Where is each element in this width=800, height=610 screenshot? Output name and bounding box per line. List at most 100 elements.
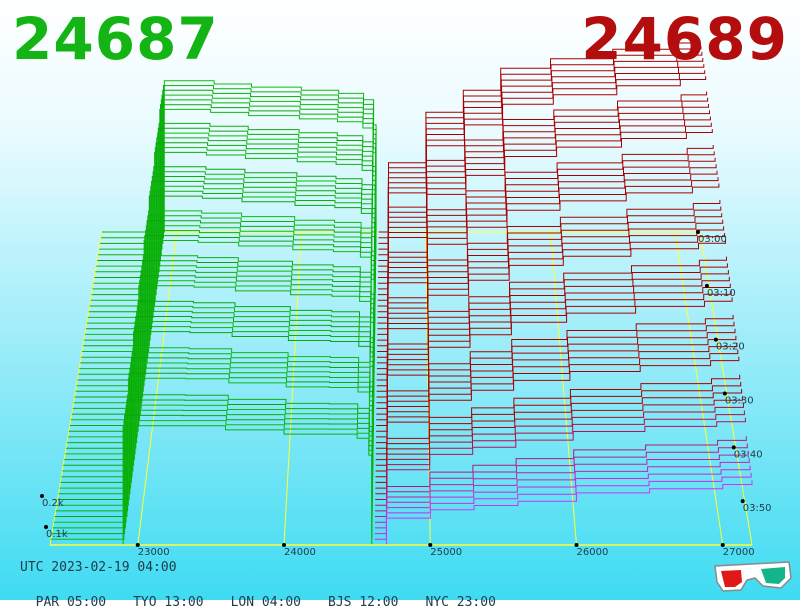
ask-depth-line — [378, 97, 709, 278]
time-tick-label: 03:40 — [734, 449, 763, 460]
bid-depth-line — [81, 215, 375, 358]
bid-depth-line — [91, 142, 376, 296]
bid-depth-line — [63, 331, 374, 466]
time-tick-label: 03:10 — [707, 288, 736, 299]
ask-depth-line — [377, 145, 714, 313]
y-tick-marker — [44, 525, 48, 529]
grid-left-edge — [49, 231, 103, 546]
ask-depth-line — [375, 374, 741, 472]
bid-depth-line — [98, 99, 377, 256]
ask-depth-line — [376, 321, 735, 438]
ask-depth-line — [375, 356, 740, 466]
time-tick-marker — [704, 283, 709, 288]
time-tick-marker — [731, 445, 736, 450]
ask-depth-line — [377, 151, 715, 318]
ask-depth-line — [377, 177, 719, 341]
ask-depth-line — [375, 349, 739, 461]
x-gridline — [137, 231, 178, 546]
time-tick-label: 03:20 — [716, 342, 745, 353]
bid-depth-line — [74, 260, 375, 398]
bid-depth-line — [99, 94, 377, 250]
bid-depth-line — [96, 108, 377, 267]
time-tick-label: 03:00 — [698, 234, 727, 245]
bid-depth-line — [68, 300, 374, 432]
utc-time: UTC 2023-02-19 04:00 — [20, 560, 177, 575]
x-tick-label: 23000 — [138, 547, 170, 558]
bid-depth-line — [69, 285, 374, 426]
ask-depth-line — [376, 290, 732, 421]
ask-depth-line — [374, 465, 751, 535]
depth-lines — [50, 39, 753, 546]
y-tick-marker — [40, 494, 44, 498]
ask-depth-line — [378, 39, 701, 233]
tick-labels: 23000 24000 25000 26000 27000 0.1k 0.2k 03:00 03… — [40, 230, 772, 558]
ask-depth-line — [375, 342, 738, 455]
ask-depth-line — [375, 436, 747, 512]
ask-depth-line — [376, 283, 731, 415]
ask-depth-line — [377, 116, 711, 296]
ask-depth-line — [376, 328, 736, 444]
bid-depth-line — [53, 404, 373, 523]
time-tick-marker — [740, 499, 745, 504]
ask-depth-line — [376, 233, 726, 381]
bid-depth-line — [93, 132, 376, 284]
x-tick-marker — [428, 543, 433, 547]
x-tick-marker — [135, 543, 140, 547]
ask-depth-line — [378, 58, 704, 250]
bid-depth-line — [94, 127, 376, 278]
x-gridline — [674, 231, 724, 546]
ask-depth-line — [376, 226, 725, 375]
bid-depth-line — [88, 166, 376, 313]
ask-depth-line — [374, 472, 752, 540]
ask-depth-line — [376, 270, 729, 404]
grid-right-edge — [699, 231, 753, 546]
ask-depth-line — [377, 200, 721, 352]
y-tick-label: 0.2k — [42, 498, 64, 509]
y-tick-label: 0.1k — [46, 529, 68, 540]
ask-depth-line — [376, 263, 728, 398]
bid-depth-line — [83, 195, 375, 347]
ask-depth-line — [375, 443, 748, 517]
bid-depth-line — [50, 425, 373, 546]
ask-depth-line — [376, 297, 733, 426]
bid-depth-line — [58, 367, 373, 495]
grid-back — [49, 231, 753, 546]
time-tick-marker — [722, 391, 727, 396]
time-tick-marker — [713, 337, 718, 342]
clock-lon: LON 04:00 — [230, 595, 302, 610]
bid-depth-line — [65, 321, 374, 455]
ask-depth-line — [375, 403, 744, 495]
ask-depth-line — [377, 157, 716, 324]
bid-price: 24687 — [12, 5, 219, 73]
ask-depth-line — [375, 417, 746, 506]
bid-depth-line — [55, 394, 373, 512]
x-gridline — [283, 231, 302, 546]
3d-glasses-icon[interactable] — [711, 558, 793, 594]
ask-depth-line — [378, 91, 708, 273]
x-tick-marker — [720, 543, 725, 547]
ask-depth-line — [374, 480, 753, 546]
x-tick-label: 25000 — [430, 547, 462, 558]
bid-depth-line — [75, 255, 375, 392]
ask-depth-line — [377, 206, 722, 358]
ask-depth-line — [377, 122, 712, 301]
bid-depth-line — [101, 85, 377, 239]
bid-depth-line — [100, 89, 377, 244]
bid-depth-line — [85, 180, 376, 330]
clock-nyc: NYC 23:00 — [425, 595, 496, 610]
ask-depth-line — [375, 381, 742, 478]
bid-depth-line — [80, 220, 375, 364]
bid-depth-line — [97, 104, 377, 261]
ask-depth-line — [376, 239, 726, 387]
bid-depth-line — [73, 265, 375, 404]
bid-depth-line — [57, 372, 373, 500]
bid-depth-line — [85, 185, 376, 335]
ask-depth-line — [378, 64, 705, 256]
bid-depth-line — [77, 235, 375, 381]
ask-depth-line — [377, 164, 717, 330]
time-tick-marker — [696, 230, 700, 234]
ask-depth-line — [377, 129, 713, 307]
x-tick-marker — [282, 543, 286, 547]
bid-depth-line — [87, 171, 376, 318]
